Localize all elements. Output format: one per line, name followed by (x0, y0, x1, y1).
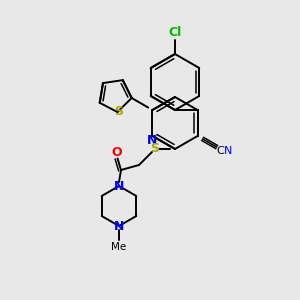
Text: C: C (217, 146, 224, 156)
Text: N: N (147, 134, 158, 148)
Text: N: N (114, 220, 124, 232)
Text: S: S (151, 142, 160, 155)
Text: N: N (224, 146, 233, 156)
Text: Cl: Cl (168, 26, 182, 38)
Text: O: O (112, 146, 122, 159)
Text: Me: Me (111, 242, 127, 252)
Text: S: S (114, 104, 123, 118)
Text: N: N (114, 179, 124, 193)
